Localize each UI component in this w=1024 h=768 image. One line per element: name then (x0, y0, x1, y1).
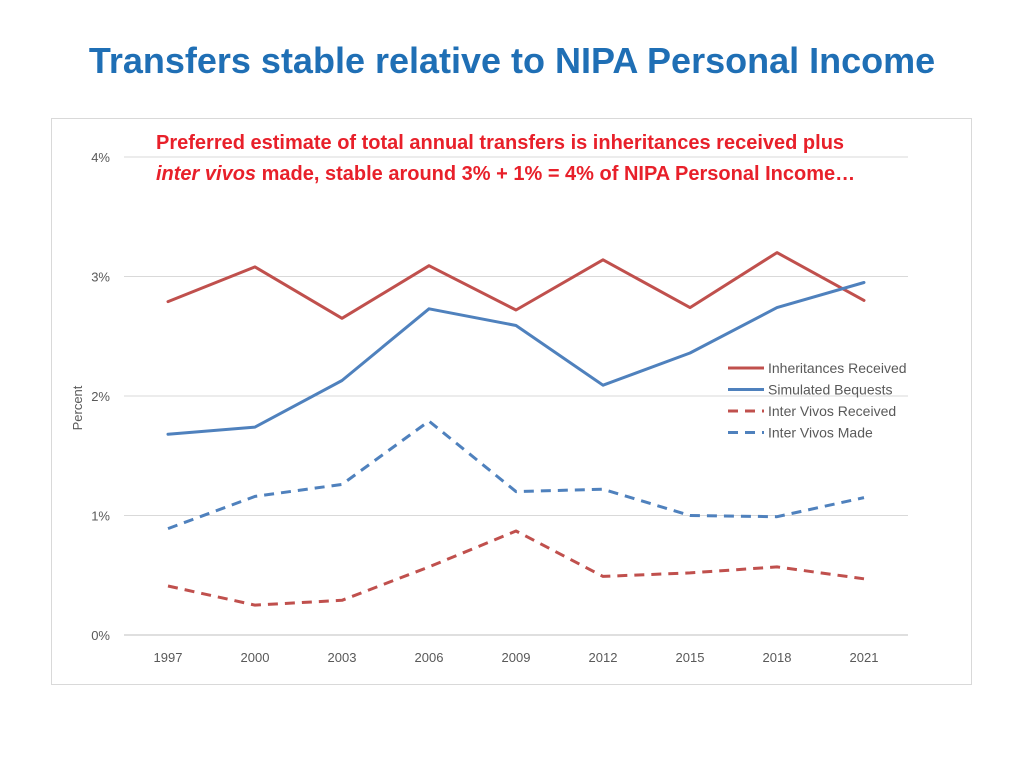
x-tick-label: 2006 (415, 650, 444, 665)
y-tick-label: 0% (91, 628, 110, 643)
x-tick-label: 2000 (241, 650, 270, 665)
legend-label: Inheritances Received (768, 360, 907, 376)
x-tick-label: 1997 (154, 650, 183, 665)
chart-frame (51, 118, 972, 685)
y-tick-label: 4% (91, 150, 110, 165)
annotation-line-2: inter vivos made, stable around 3% + 1% … (156, 159, 956, 190)
x-tick-label: 2009 (502, 650, 531, 665)
y-tick-label: 1% (91, 509, 110, 524)
legend-label: Simulated Bequests (768, 382, 893, 398)
annotation-line-2-rest: made, stable around 3% + 1% = 4% of NIPA… (256, 163, 856, 185)
chart-annotation: Preferred estimate of total annual trans… (156, 128, 956, 190)
slide-title: Transfers stable relative to NIPA Person… (88, 40, 936, 81)
x-tick-label: 2003 (328, 650, 357, 665)
y-axis-label: Percent (70, 385, 85, 430)
x-tick-label: 2021 (850, 650, 879, 665)
series-line (166, 251, 866, 320)
series-line (167, 419, 865, 531)
legend-label: Inter Vivos Received (768, 403, 896, 419)
x-tick-label: 2018 (763, 650, 792, 665)
y-tick-label: 2% (91, 389, 110, 404)
annotation-italic-term: inter vivos (156, 163, 257, 185)
legend-label: Inter Vivos Made (768, 425, 873, 441)
annotation-line-1: Preferred estimate of total annual trans… (156, 132, 845, 154)
x-tick-label: 2012 (589, 650, 618, 665)
series-line (167, 529, 865, 607)
series-line (166, 281, 866, 436)
x-tick-label: 2015 (676, 650, 705, 665)
y-tick-label: 3% (91, 270, 110, 285)
